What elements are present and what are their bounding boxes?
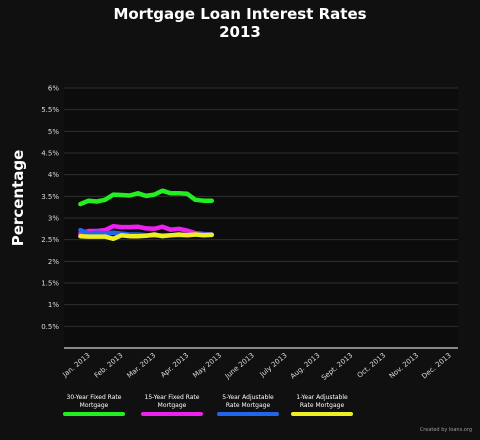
legend-item-15yr: 15-Year Fixed Rate Mortgage (124, 394, 220, 416)
y-tick-label: 4% (48, 171, 59, 179)
legend-swatch-1yr-arm (291, 412, 353, 416)
series-line (78, 188, 215, 207)
legend-label-line2: Mortgage (157, 402, 187, 409)
legend-swatch-30yr (63, 412, 125, 416)
x-tick-label: Nov. 2013 (388, 351, 420, 380)
legend-label-line1: 1-Year Adjustable (296, 394, 348, 401)
x-tick-label: Apr. 2013 (159, 351, 190, 379)
y-tick-label: 6% (48, 85, 59, 93)
credit-text: Created by loans.org (419, 427, 472, 433)
legend-label-line1: 5-Year Adjustable (222, 394, 274, 401)
x-tick-label: Sept. 2013 (320, 351, 354, 382)
x-tick-label: Oct. 2013 (356, 351, 387, 379)
legend-swatch-15yr (141, 412, 203, 416)
x-tick-label: June 2013 (223, 351, 256, 380)
x-tick-label: Feb. 2013 (93, 351, 125, 379)
legend-item-5yr-arm: 5-Year Adjustable Rate Mortgage (200, 394, 296, 416)
y-tick-label: 3% (48, 215, 59, 223)
chart-title-line1: Mortgage Loan Interest Rates (113, 5, 367, 23)
y-tick-label: 4.5% (41, 150, 59, 158)
y-tick-label: 2.5% (41, 236, 59, 244)
chart-title-line2: 2013 (219, 23, 261, 41)
y-tick-label: 0.5% (41, 323, 59, 331)
legend-label-line2: Rate Mortgage (225, 402, 271, 409)
legend-label-line2: Mortgage (79, 402, 109, 409)
series-line (78, 223, 215, 237)
legend-swatch-5yr-arm (217, 412, 279, 416)
legend-label-line1: 15-Year Fixed Rate (144, 394, 200, 401)
x-tick-label: Jan. 2013 (60, 351, 91, 379)
x-tick-label: Mar. 2013 (126, 351, 158, 380)
x-tick-label: Aug. 2013 (289, 351, 322, 380)
x-tick-label: July 2013 (258, 351, 289, 379)
y-tick-label: 5.5% (41, 106, 59, 114)
y-tick-label: 2% (48, 258, 59, 266)
legend-item-1yr-arm: 1-Year Adjustable Rate Mortgage (274, 394, 370, 416)
chart-title: Mortgage Loan Interest Rates 2013 (0, 5, 480, 41)
series-line (78, 232, 215, 242)
y-tick-label: 1.5% (41, 280, 59, 288)
x-tick-label: May 2013 (191, 351, 223, 379)
y-tick-label: 5% (48, 128, 59, 136)
y-tick-label: 1% (48, 301, 59, 309)
y-tick-label: 3.5% (41, 193, 59, 201)
y-axis-label: Percentage (9, 150, 27, 247)
legend-label-line2: Rate Mortgage (299, 402, 345, 409)
legend: 30-Year Fixed Rate Mortgage 15-Year Fixe… (0, 394, 480, 424)
legend-label-line1: 30-Year Fixed Rate (66, 394, 122, 401)
x-tick-label: Dec. 2013 (420, 351, 453, 380)
legend-item-30yr: 30-Year Fixed Rate Mortgage (46, 394, 142, 416)
